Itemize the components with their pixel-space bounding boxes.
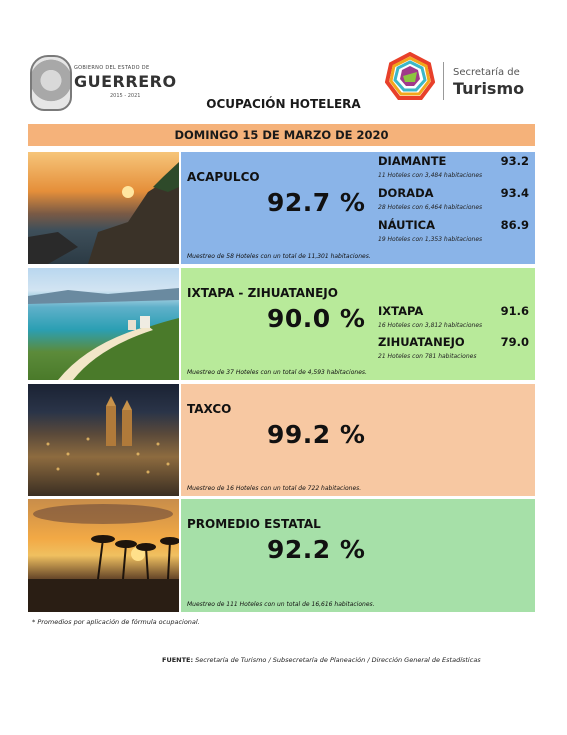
page-title: OCUPACIÓN HOTELERA — [206, 97, 361, 111]
region-name: IXTAPA - ZIHUATANEJO — [187, 286, 338, 300]
zone-sample: 21 Hoteles con 781 habitaciones — [378, 353, 477, 360]
zone-name: IXTAPA — [378, 304, 424, 318]
ixtapa-photo — [28, 268, 179, 380]
region-occupancy: 90.0 % — [267, 304, 366, 333]
zone-occupancy: 93.2 — [500, 154, 529, 168]
zone-occupancy: 79.0 — [500, 335, 529, 349]
zone-name: ZIHUATANEJO — [378, 335, 465, 349]
region-sample-note: Muestreo de 58 Hoteles con un total de 1… — [187, 253, 371, 260]
zone-name: DORADA — [378, 186, 434, 200]
gov-logo-caption: GOBIERNO DEL ESTADO DE — [74, 65, 150, 71]
region-name: ACAPULCO — [187, 170, 260, 184]
gov-logo-name: GUERRERO — [74, 72, 177, 91]
taxco-night-illustration — [46, 396, 170, 476]
zone-sample: 28 Hoteles con 6,464 habitaciones — [378, 204, 483, 211]
guerrero-government-logo: GOBIERNO DEL ESTADO DE GUERRERO 2015 - 2… — [30, 55, 176, 111]
region-name: TAXCO — [187, 402, 232, 416]
region-occupancy: 99.2 % — [267, 420, 366, 449]
date-banner: DOMINGO 15 DE MARZO DE 2020 — [28, 124, 535, 146]
ixtapa-bay-illustration — [28, 288, 179, 380]
taxco-panel: TAXCO 99.2 % Muestreo de 16 Hoteles con … — [181, 384, 535, 496]
zone-sample: 16 Hoteles con 3,812 habitaciones — [378, 322, 483, 329]
tourism-logo-name: Turismo — [453, 79, 525, 98]
tourism-logo-caption: Secretaría de — [453, 67, 520, 78]
promedio-estatal-panel: PROMEDIO ESTATAL 92.2 % Muestreo de 111 … — [181, 499, 535, 612]
state-seal-icon — [30, 55, 72, 111]
zone-name: NÁUTICA — [378, 218, 435, 232]
region-name: PROMEDIO ESTATAL — [187, 517, 321, 531]
zone-sample: 11 Hoteles con 3,484 habitaciones — [378, 172, 483, 179]
source-line: FUENTE: Secretaría de Turismo / Subsecre… — [162, 656, 481, 664]
source-label: FUENTE: — [162, 656, 194, 664]
zone-occupancy: 93.4 — [500, 186, 529, 200]
acapulco-sunset-illustration — [28, 162, 179, 264]
palm-sunset-illustration — [28, 504, 179, 612]
source-text: Secretaría de Turismo / Subsecretaría de… — [195, 656, 481, 664]
footnote: * Promedios por aplicación de fórmula oc… — [32, 618, 200, 626]
acapulco-photo — [28, 152, 179, 264]
zone-occupancy: 86.9 — [500, 218, 529, 232]
gov-logo-years: 2015 - 2021 — [110, 93, 141, 99]
zone-name: DIAMANTE — [378, 154, 447, 168]
zone-occupancy: 91.6 — [500, 304, 529, 318]
acapulco-panel: ACAPULCO 92.7 % DIAMANTE 93.2 11 Hoteles… — [181, 152, 535, 264]
zone-sample: 19 Hoteles con 1,353 habitaciones — [378, 236, 483, 243]
estatal-photo — [28, 499, 179, 612]
taxco-photo — [28, 384, 179, 496]
region-sample-note: Muestreo de 16 Hoteles con un total de 7… — [187, 485, 362, 492]
region-sample-note: Muestreo de 37 Hoteles con un total de 4… — [187, 369, 367, 376]
region-occupancy: 92.7 % — [267, 188, 366, 217]
logo-divider — [443, 62, 444, 100]
region-sample-note: Muestreo de 111 Hoteles con un total de … — [187, 601, 375, 608]
region-occupancy: 92.2 % — [267, 535, 366, 564]
tourism-ministry-logo: Secretaría de Turismo — [385, 52, 525, 112]
tourism-logo-icon — [385, 52, 435, 100]
ixtapa-zihuatanejo-panel: IXTAPA - ZIHUATANEJO 90.0 % IXTAPA 91.6 … — [181, 268, 535, 380]
